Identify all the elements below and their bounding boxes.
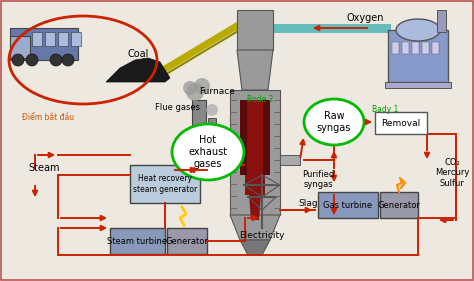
Bar (130, 165, 200, 203)
Bar (187, 148, 211, 156)
Bar (45, 32, 55, 46)
Bar (32, 32, 42, 46)
Circle shape (62, 54, 74, 66)
Text: Steam turbine: Steam turbine (107, 237, 167, 246)
Bar (437, 10, 446, 32)
Bar (208, 118, 216, 156)
Bar (71, 32, 81, 46)
Text: Steam: Steam (28, 163, 60, 173)
Text: Slag: Slag (298, 200, 318, 209)
Polygon shape (249, 195, 261, 220)
Bar (167, 228, 207, 254)
Text: Generator: Generator (378, 201, 420, 210)
Text: Oxygen: Oxygen (346, 13, 384, 23)
Text: Raw
syngas: Raw syngas (317, 111, 351, 133)
Text: Removal: Removal (382, 119, 420, 128)
Bar (192, 100, 206, 155)
Polygon shape (237, 50, 273, 90)
Bar (432, 42, 439, 54)
Bar (375, 112, 427, 134)
Bar (402, 42, 409, 54)
Bar (385, 82, 451, 88)
Text: Flue gases: Flue gases (155, 103, 201, 112)
Circle shape (183, 81, 197, 95)
Text: Gas turbine: Gas turbine (323, 201, 373, 210)
Polygon shape (230, 215, 280, 240)
Text: Purified
syngas: Purified syngas (302, 170, 334, 189)
Bar (280, 155, 300, 165)
Polygon shape (247, 100, 263, 175)
Bar (58, 32, 68, 46)
Text: Bode 2: Bode 2 (247, 94, 273, 103)
Ellipse shape (396, 19, 440, 41)
Bar (318, 192, 378, 218)
Text: Electricity: Electricity (239, 230, 285, 239)
Polygon shape (230, 90, 280, 215)
Ellipse shape (304, 99, 364, 145)
Circle shape (206, 104, 218, 116)
Circle shape (186, 83, 204, 101)
Bar (392, 42, 399, 54)
Bar (110, 228, 165, 254)
Circle shape (50, 54, 62, 66)
Polygon shape (240, 100, 270, 175)
Ellipse shape (172, 124, 244, 180)
Bar (273, 24, 391, 33)
Text: Coal: Coal (128, 49, 149, 59)
Text: Heat recovery
steam generator: Heat recovery steam generator (133, 174, 197, 194)
Text: CO₂
Mercury
Sulfur: CO₂ Mercury Sulfur (435, 158, 469, 188)
Polygon shape (240, 240, 270, 255)
Text: Điểm bắt đầu: Điểm bắt đầu (22, 114, 74, 123)
Text: Hot
exhaust
gases: Hot exhaust gases (189, 135, 228, 169)
Circle shape (26, 54, 38, 66)
Circle shape (194, 78, 210, 94)
Text: Generator: Generator (165, 237, 209, 246)
Bar (422, 42, 429, 54)
Bar (10, 36, 30, 58)
Circle shape (12, 54, 24, 66)
Bar (10, 28, 78, 60)
Polygon shape (237, 10, 273, 50)
Bar (412, 42, 419, 54)
Bar (388, 30, 448, 82)
Bar (380, 192, 418, 218)
Text: Furnace: Furnace (199, 87, 235, 96)
Text: Bady 1: Bady 1 (372, 105, 398, 114)
Polygon shape (106, 58, 170, 82)
Polygon shape (245, 175, 265, 195)
